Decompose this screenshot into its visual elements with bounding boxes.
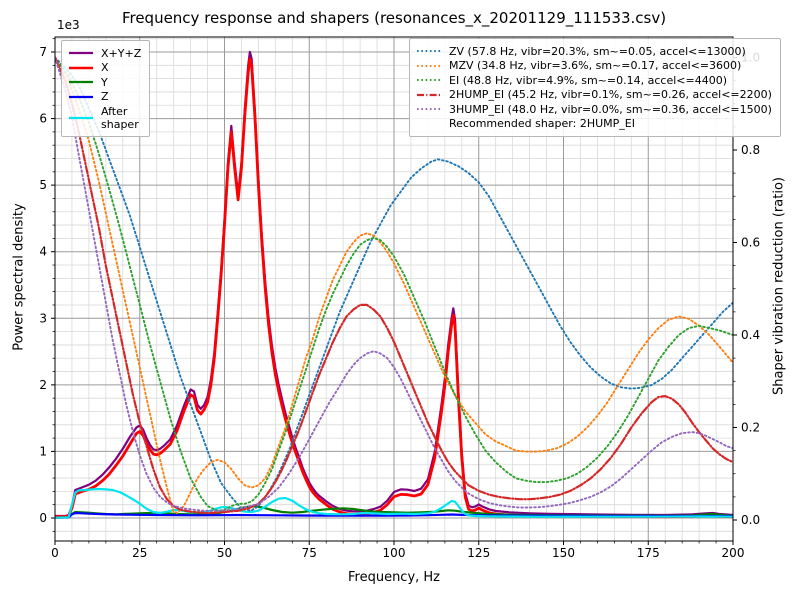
legend-psd: X+Y+Z X Y Z After shaper <box>61 40 151 137</box>
recommended-shaper-text: Recommended shaper: 2HUMP_EI <box>449 117 635 130</box>
legend-label-ei_3hump: 3HUMP_EI (48.0 Hz, vibr=0.0%, sm~=0.36, … <box>449 102 772 116</box>
svg-text:75: 75 <box>302 546 317 560</box>
chart-title: Frequency response and shapers (resonanc… <box>121 9 667 27</box>
legend-item-ei_3hump: 3HUMP_EI (48.0 Hz, vibr=0.0%, sm~=0.36, … <box>416 103 772 116</box>
series-mzv <box>55 56 733 515</box>
series-ei <box>55 56 733 512</box>
legend-item-z: Z <box>68 90 141 103</box>
legend-item-after_shaper: After shaper <box>68 105 141 131</box>
legend-shapers: ZV (57.8 Hz, vibr=20.3%, sm~=0.05, accel… <box>409 38 781 137</box>
xyz-legend-swatch <box>69 51 93 55</box>
svg-text:50: 50 <box>217 546 232 560</box>
svg-text:0.4: 0.4 <box>741 328 760 342</box>
z-legend-swatch <box>69 95 93 98</box>
svg-text:5: 5 <box>39 178 47 192</box>
svg-text:6: 6 <box>39 112 47 126</box>
legend-item-ei: EI (48.8 Hz, vibr=4.9%, sm~=0.14, accel<… <box>416 74 772 87</box>
mzv-legend-swatch <box>417 64 441 67</box>
x-legend-swatch <box>69 66 93 69</box>
svg-text:2: 2 <box>39 378 47 392</box>
svg-text:4: 4 <box>39 245 47 259</box>
svg-text:150: 150 <box>552 546 575 560</box>
ei-legend-swatch <box>417 79 441 81</box>
series-ei_2hump <box>55 56 733 515</box>
legend-label-ei: EI (48.8 Hz, vibr=4.9%, sm~=0.14, accel<… <box>449 73 727 87</box>
legend-item-y: Y <box>68 76 141 89</box>
svg-text:3: 3 <box>39 311 47 325</box>
legend-label-y: Y <box>101 75 108 89</box>
y-legend-swatch <box>69 80 93 84</box>
svg-text:100: 100 <box>383 546 406 560</box>
svg-text:175: 175 <box>637 546 660 560</box>
ei_3hump-legend-swatch <box>417 108 441 110</box>
series-ei_3hump <box>55 56 733 512</box>
legend-item-zv: ZV (57.8 Hz, vibr=20.3%, sm~=0.05, accel… <box>416 45 772 58</box>
svg-text:0.2: 0.2 <box>741 421 760 435</box>
svg-text:25: 25 <box>132 546 147 560</box>
zv-legend-swatch <box>417 50 441 52</box>
legend-item-ei_2hump: 2HUMP_EI (45.2 Hz, vibr=0.1%, sm~=0.26, … <box>416 88 772 101</box>
svg-text:0.0: 0.0 <box>741 513 760 527</box>
y-axis-label-left: Power spectral density <box>11 203 27 351</box>
legend-label-x: X <box>101 61 109 74</box>
svg-text:0.8: 0.8 <box>741 143 760 157</box>
svg-text:200: 200 <box>722 546 745 560</box>
legend-label-ei_2hump: 2HUMP_EI (45.2 Hz, vibr=0.1%, sm~=0.26, … <box>449 88 772 101</box>
svg-text:0.6: 0.6 <box>741 236 760 250</box>
legend-label-xyz: X+Y+Z <box>101 46 142 60</box>
series-after_shaper <box>55 487 733 519</box>
legend-item-xyz: X+Y+Z <box>68 47 141 60</box>
legend-label-zv: ZV (57.8 Hz, vibr=20.3%, sm~=0.05, accel… <box>449 44 746 58</box>
x-axis-label: Frequency, Hz <box>347 570 441 585</box>
y-axis-label-right: Shaper vibration reduction (ratio) <box>771 177 787 395</box>
svg-text:1: 1 <box>39 444 47 458</box>
legend-item-mzv: MZV (34.8 Hz, vibr=3.6%, sm~=0.17, accel… <box>416 59 772 72</box>
legend-item-x: X <box>68 61 141 74</box>
svg-text:125: 125 <box>467 546 490 560</box>
after_shaper-legend-swatch <box>69 116 93 119</box>
legend-label-z: Z <box>101 90 109 103</box>
series-zv <box>55 56 733 512</box>
svg-text:0: 0 <box>51 546 59 560</box>
svg-text:0: 0 <box>39 511 47 525</box>
svg-text:7: 7 <box>39 45 47 59</box>
series-x <box>55 57 733 519</box>
legend-label-after_shaper: After shaper <box>101 104 139 131</box>
ei_2hump-legend-swatch <box>417 93 441 96</box>
legend-label-mzv: MZV (34.8 Hz, vibr=3.6%, sm~=0.17, accel… <box>449 59 742 72</box>
y-axis-offset-label: 1e3 <box>57 18 80 32</box>
